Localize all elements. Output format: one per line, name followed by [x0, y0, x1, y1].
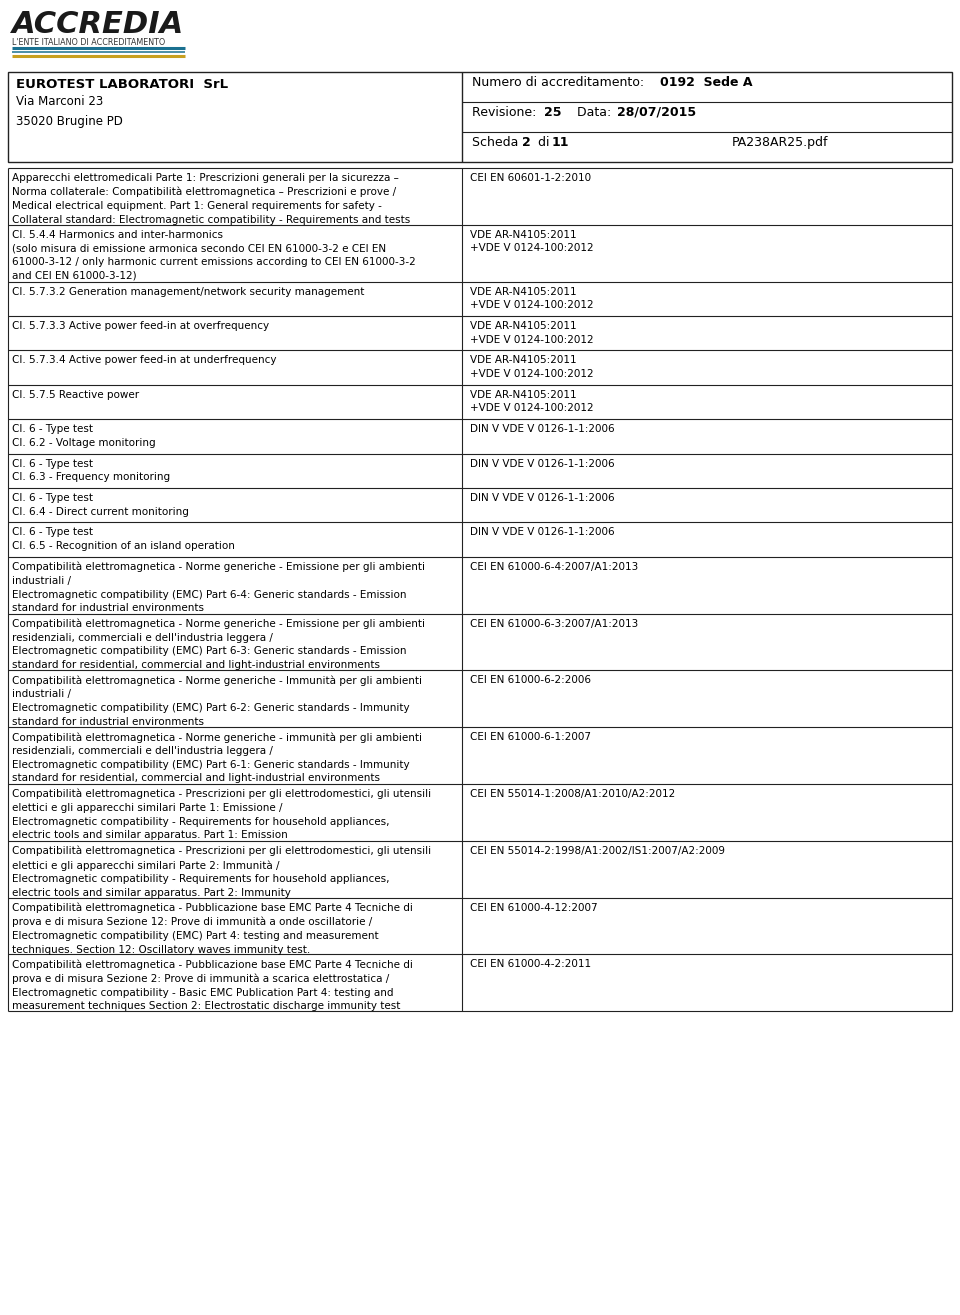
- Text: DIN V VDE V 0126-1-1:2006: DIN V VDE V 0126-1-1:2006: [470, 425, 614, 434]
- Text: 28/07/2015: 28/07/2015: [617, 105, 696, 118]
- Text: Revisione:: Revisione:: [472, 105, 540, 118]
- Text: CEI EN 61000-6-2:2006: CEI EN 61000-6-2:2006: [470, 676, 591, 685]
- Text: VDE AR-N4105:2011
+VDE V 0124-100:2012: VDE AR-N4105:2011 +VDE V 0124-100:2012: [470, 389, 593, 413]
- Text: Compatibilità elettromagnetica - Norme generiche - Emissione per gli ambienti
in: Compatibilità elettromagnetica - Norme g…: [12, 562, 425, 613]
- Text: Scheda: Scheda: [472, 135, 522, 149]
- Text: Cl. 5.7.5 Reactive power: Cl. 5.7.5 Reactive power: [12, 389, 139, 400]
- Text: Data:: Data:: [577, 105, 615, 118]
- Text: 11: 11: [552, 135, 569, 149]
- Text: CEI EN 61000-6-1:2007: CEI EN 61000-6-1:2007: [470, 732, 591, 742]
- Text: ACCREDIA: ACCREDIA: [12, 11, 184, 39]
- Text: DIN V VDE V 0126-1-1:2006: DIN V VDE V 0126-1-1:2006: [470, 527, 614, 538]
- Text: Compatibilità elettromagnetica - Pubblicazione base EMC Parte 4 Tecniche di
prov: Compatibilità elettromagnetica - Pubblic…: [12, 960, 413, 1011]
- Text: 25: 25: [544, 105, 562, 118]
- Text: Cl. 6 - Type test
Cl. 6.2 - Voltage monitoring: Cl. 6 - Type test Cl. 6.2 - Voltage moni…: [12, 425, 156, 448]
- Text: Compatibilità elettromagnetica - Pubblicazione base EMC Parte 4 Tecniche di
prov: Compatibilità elettromagnetica - Pubblic…: [12, 902, 413, 955]
- Text: 0192  Sede A: 0192 Sede A: [660, 75, 753, 88]
- Text: VDE AR-N4105:2011
+VDE V 0124-100:2012: VDE AR-N4105:2011 +VDE V 0124-100:2012: [470, 321, 593, 345]
- Text: Compatibilità elettromagnetica - Norme generiche - Immunità per gli ambienti
ind: Compatibilità elettromagnetica - Norme g…: [12, 676, 422, 727]
- Text: VDE AR-N4105:2011
+VDE V 0124-100:2012: VDE AR-N4105:2011 +VDE V 0124-100:2012: [470, 230, 593, 254]
- Text: EUROTEST LABORATORI  SrL: EUROTEST LABORATORI SrL: [16, 78, 228, 91]
- Text: CEI EN 55014-2:1998/A1:2002/IS1:2007/A2:2009: CEI EN 55014-2:1998/A1:2002/IS1:2007/A2:…: [470, 846, 725, 856]
- Text: CEI EN 61000-4-12:2007: CEI EN 61000-4-12:2007: [470, 902, 598, 913]
- Text: Via Marconi 23
35020 Brugine PD: Via Marconi 23 35020 Brugine PD: [16, 95, 123, 128]
- Text: Cl. 5.4.4 Harmonics and inter-harmonics
(solo misura di emissione armonica secon: Cl. 5.4.4 Harmonics and inter-harmonics …: [12, 230, 416, 280]
- Text: Compatibilità elettromagnetica - Norme generiche - Emissione per gli ambienti
re: Compatibilità elettromagnetica - Norme g…: [12, 618, 425, 669]
- Text: Cl. 6 - Type test
Cl. 6.5 - Recognition of an island operation: Cl. 6 - Type test Cl. 6.5 - Recognition …: [12, 527, 235, 551]
- Text: 2: 2: [522, 135, 531, 149]
- Text: Numero di accreditamento:: Numero di accreditamento:: [472, 75, 648, 88]
- Text: CEI EN 61000-4-2:2011: CEI EN 61000-4-2:2011: [470, 960, 591, 969]
- Text: PA238AR25.pdf: PA238AR25.pdf: [732, 135, 828, 149]
- Text: CEI EN 61000-6-4:2007/A1:2013: CEI EN 61000-6-4:2007/A1:2013: [470, 562, 638, 572]
- Text: CEI EN 55014-1:2008/A1:2010/A2:2012: CEI EN 55014-1:2008/A1:2010/A2:2012: [470, 789, 675, 800]
- Text: Cl. 6 - Type test
Cl. 6.3 - Frequency monitoring: Cl. 6 - Type test Cl. 6.3 - Frequency mo…: [12, 459, 170, 483]
- Text: CEI EN 61000-6-3:2007/A1:2013: CEI EN 61000-6-3:2007/A1:2013: [470, 618, 638, 629]
- Text: Compatibilità elettromagnetica - Norme generiche - immunità per gli ambienti
res: Compatibilità elettromagnetica - Norme g…: [12, 732, 422, 784]
- Text: Apparecchi elettromedicali Parte 1: Prescrizioni generali per la sicurezza –
Nor: Apparecchi elettromedicali Parte 1: Pres…: [12, 174, 410, 225]
- Bar: [8, 8, 208, 70]
- Text: CEI EN 60601-1-2:2010: CEI EN 60601-1-2:2010: [470, 174, 591, 183]
- Text: L'ENTE ITALIANO DI ACCREDITAMENTO: L'ENTE ITALIANO DI ACCREDITAMENTO: [12, 38, 165, 47]
- Text: di: di: [534, 135, 554, 149]
- Bar: [8, 72, 952, 162]
- Text: DIN V VDE V 0126-1-1:2006: DIN V VDE V 0126-1-1:2006: [470, 493, 614, 504]
- Text: VDE AR-N4105:2011
+VDE V 0124-100:2012: VDE AR-N4105:2011 +VDE V 0124-100:2012: [470, 355, 593, 379]
- Text: Compatibilità elettromagnetica - Prescrizioni per gli elettrodomestici, gli uten: Compatibilità elettromagnetica - Prescri…: [12, 789, 431, 840]
- Text: DIN V VDE V 0126-1-1:2006: DIN V VDE V 0126-1-1:2006: [470, 459, 614, 468]
- Text: Cl. 6 - Type test
Cl. 6.4 - Direct current monitoring: Cl. 6 - Type test Cl. 6.4 - Direct curre…: [12, 493, 189, 517]
- Text: Compatibilità elettromagnetica - Prescrizioni per gli elettrodomestici, gli uten: Compatibilità elettromagnetica - Prescri…: [12, 846, 431, 898]
- Text: Cl. 5.7.3.4 Active power feed-in at underfrequency: Cl. 5.7.3.4 Active power feed-in at unde…: [12, 355, 276, 366]
- Text: Cl. 5.7.3.3 Active power feed-in at overfrequency: Cl. 5.7.3.3 Active power feed-in at over…: [12, 321, 269, 331]
- Text: VDE AR-N4105:2011
+VDE V 0124-100:2012: VDE AR-N4105:2011 +VDE V 0124-100:2012: [470, 287, 593, 310]
- Text: Cl. 5.7.3.2 Generation management/network security management: Cl. 5.7.3.2 Generation management/networ…: [12, 287, 365, 297]
